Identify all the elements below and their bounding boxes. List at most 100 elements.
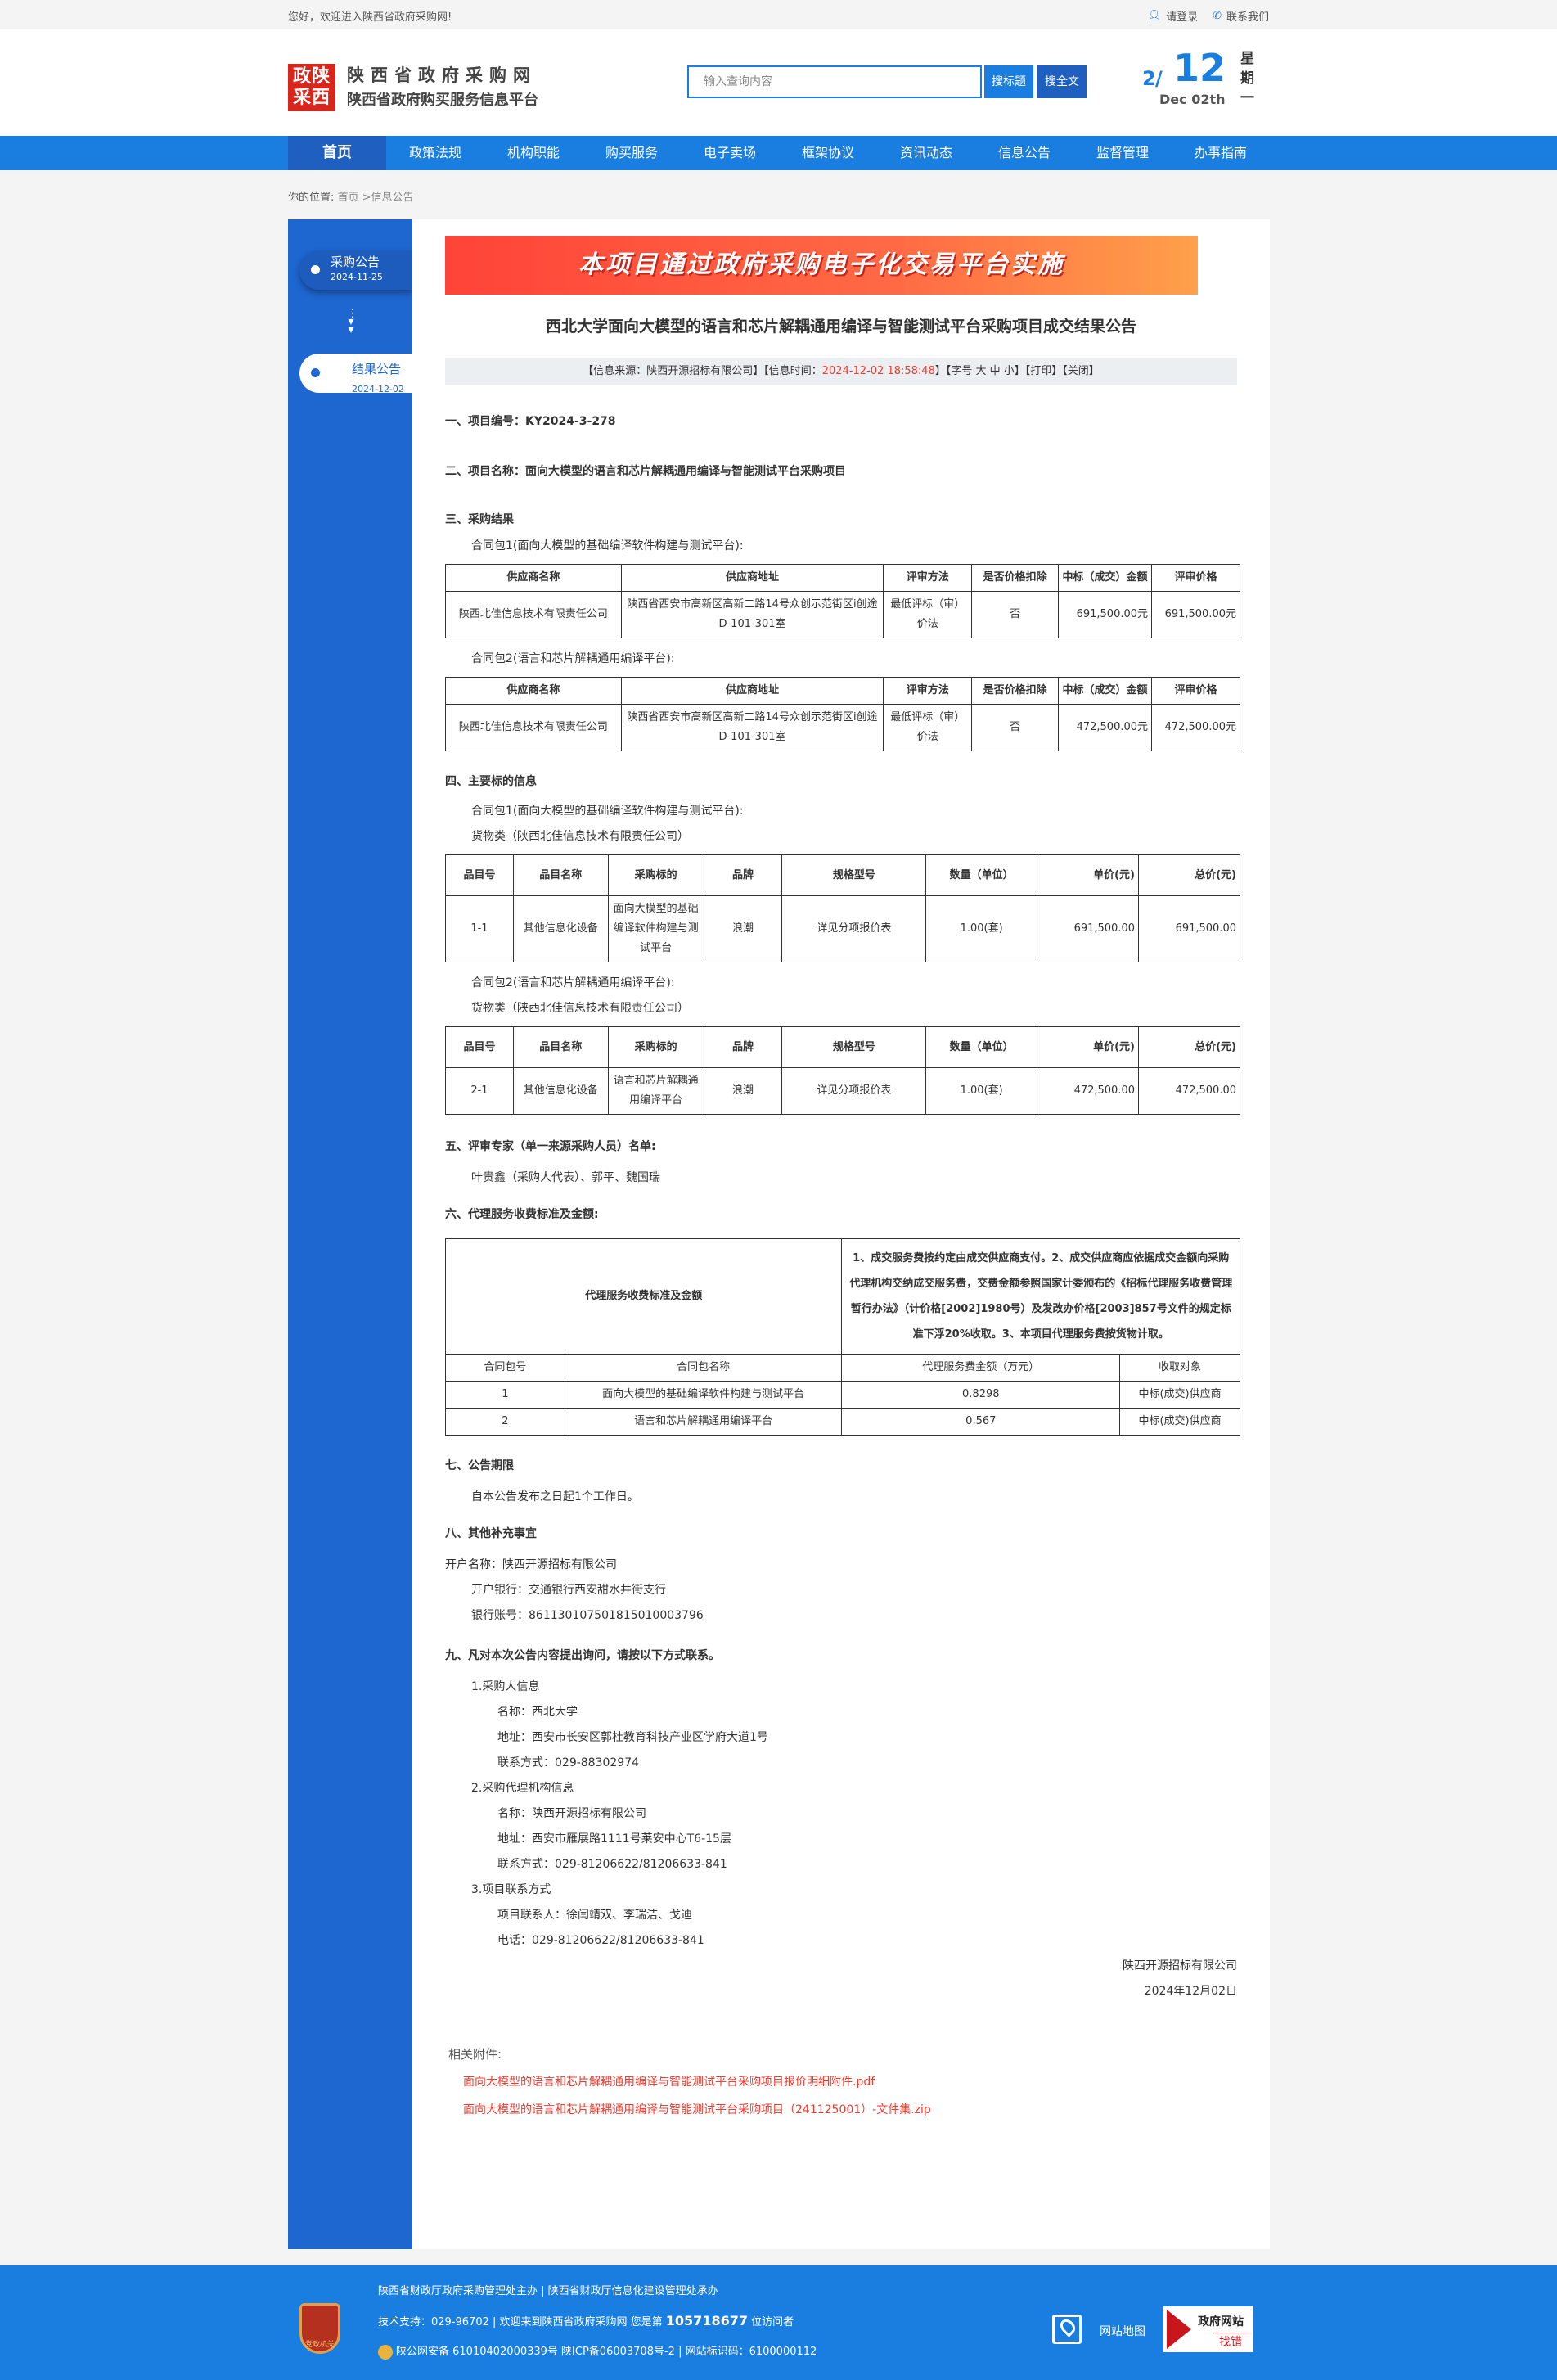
- record-text[interactable]: 陕公网安备 61010402000339号 陕ICP备06003708号-2 |…: [396, 2346, 817, 2358]
- info-tools[interactable]: 】【字号 大 中 小】【打印】【关闭】: [934, 365, 1100, 377]
- th: 品目名称: [512, 1026, 609, 1068]
- top-bar: 您好，欢迎进入陕西省政府采购网! 👤︎ 请登录 ✆ 联系我们: [0, 0, 1557, 29]
- footer-host: 陕西省财政厅政府采购管理处主办 | 陕西省财政厅信息化建设管理处承办: [378, 2285, 718, 2297]
- th: 评审方法: [883, 677, 973, 705]
- section-9-heading: 九、凡对本次公告内容提出询问，请按以下方式联系。: [445, 1649, 720, 1662]
- breadcrumb-label: 你的位置:: [288, 192, 335, 204]
- table-row: 陕西北佳信息技术有限责任公司 陕西省西安市高新区高新二路14号众创示范街区i创途D…: [445, 704, 1240, 751]
- goods-label: 货物类（陕西北佳信息技术有限责任公司）: [471, 830, 689, 843]
- nav-notices[interactable]: 信息公告: [997, 145, 1051, 160]
- section-5-heading: 五、评审专家（单一来源采购人员）名单:: [445, 1140, 656, 1153]
- search-input[interactable]: 输入查询内容: [687, 65, 982, 98]
- th: 单价(元): [1037, 1026, 1139, 1068]
- site-name: 陕西省政府采购网: [347, 65, 537, 85]
- cell: 0.567: [841, 1408, 1121, 1436]
- site-logo[interactable]: 政陕 采西: [288, 64, 335, 111]
- pkg2-label: 合同包2(语言和芯片解耦通用编译平台):: [471, 652, 675, 665]
- cell: 详见分项报价表: [781, 1067, 927, 1115]
- project-contact-person: 项目联系人：徐闫靖双、李瑞洁、戈迪: [497, 1909, 692, 1922]
- expert-names: 叶贵鑫（采购人代表）、郭平、魏国瑞: [471, 1171, 660, 1184]
- nav-news[interactable]: 资讯动态: [899, 145, 952, 160]
- logo-line: 政陕: [292, 66, 331, 87]
- sidebar-date: 2024-12-02: [352, 384, 404, 394]
- breadcrumb: 你的位置: 首页 >信息公告: [288, 188, 414, 204]
- header: 政陕 采西 陕西省政府采购网 陕西省政府购买服务信息平台 输入查询内容 搜标题 搜…: [0, 29, 1557, 136]
- sitemap-link[interactable]: 网站地图: [1100, 2325, 1145, 2338]
- table-row: 1 面向大模型的基础编译软件构建与测试平台 0.8298 中标(成交)供应商: [445, 1381, 1240, 1409]
- cell: 691,500.00元: [1058, 591, 1153, 638]
- th: 规格型号: [781, 1026, 927, 1068]
- fee-label: 代理服务收费标准及金额: [444, 1238, 843, 1355]
- table-header: 供应商名称 供应商地址 评审方法 是否价格扣除 中标（成交）金额 评审价格: [445, 677, 1240, 705]
- cell: 最低评标（审）价法: [883, 704, 973, 751]
- nav-org[interactable]: 机构职能: [506, 145, 560, 160]
- nav-supervision[interactable]: 监督管理: [1096, 145, 1149, 160]
- nav-guide[interactable]: 办事指南: [1194, 145, 1247, 160]
- cell: 浪潮: [703, 895, 783, 962]
- th: 采购标的: [607, 1026, 704, 1068]
- banner: 本项目通过政府采购电子化交易平台实施: [445, 236, 1198, 295]
- breadcrumb-path[interactable]: 首页 >信息公告: [337, 192, 414, 204]
- contact-link[interactable]: ✆ 联系我们: [1213, 8, 1269, 24]
- info-bar: 【信息来源：陕西开源招标有限公司】【信息时间：2024-12-02 18:58:…: [445, 358, 1237, 385]
- buyer-address: 地址：西安市长安区郭杜教育科技产业区学府大道1号: [497, 1731, 768, 1744]
- logo-line: 采西: [292, 88, 331, 108]
- support-text: 技术支持：029-96702 | 欢迎来到陕西省政府采购网 您是第: [378, 2316, 663, 2328]
- th: 品牌: [703, 854, 783, 896]
- arrow-down-icon: ⋮ ▾ ▾: [347, 307, 358, 336]
- th: 是否价格扣除: [971, 677, 1060, 705]
- attachment-link[interactable]: 面向大模型的语言和芯片解耦通用编译与智能测试平台采购项目（241125001）-…: [463, 2103, 931, 2116]
- nav-policy[interactable]: 政策法规: [408, 145, 461, 160]
- section-6-heading: 六、代理服务收费标准及金额:: [445, 1208, 599, 1221]
- agency-address: 地址：西安市雁展路1111号莱安中心T6-15层: [497, 1832, 731, 1846]
- map-icon[interactable]: [1052, 2315, 1082, 2344]
- cell: 1-1: [445, 895, 514, 962]
- search-fulltext-button[interactable]: 搜全文: [1037, 65, 1087, 98]
- article-body: 一、项目编号：KY2024-3-278 二、项目名称：面向大模型的语言和芯片解耦…: [444, 412, 1240, 2124]
- cell: 陕西北佳信息技术有限责任公司: [445, 704, 622, 751]
- items-table-2: 品目号 品目名称 采购标的 品牌 规格型号 数量（单位） 单价(元) 总价(元) 2-1 其他信…: [445, 1026, 1240, 1115]
- contact-label: 联系我们: [1226, 11, 1269, 24]
- attachment-link[interactable]: 面向大模型的语言和芯片解耦通用编译与智能测试平台采购项目报价明细附件.pdf: [463, 2076, 875, 2089]
- sidebar-label: 采购公告: [331, 255, 380, 269]
- nav-framework[interactable]: 框架协议: [801, 145, 854, 160]
- footer-support: 技术支持：029-96702 | 欢迎来到陕西省政府采购网 您是第 105718…: [378, 2313, 794, 2328]
- police-badge-icon: [378, 2344, 393, 2360]
- cell: 2-1: [445, 1067, 514, 1115]
- th: 收取对象: [1119, 1354, 1240, 1382]
- cell: 1: [445, 1381, 565, 1409]
- sidebar-item-result-notice[interactable]: 结果公告 2024-12-02: [299, 354, 412, 394]
- cell: 浪潮: [703, 1067, 783, 1115]
- login-link[interactable]: 👤︎ 请登录: [1148, 8, 1199, 24]
- th: 总价(元): [1138, 1026, 1240, 1068]
- table-header: 合同包号 合同包名称 代理服务费金额（万元） 收取对象: [445, 1354, 1240, 1382]
- sidebar-item-procurement-notice[interactable]: 采购公告 2024-11-25: [299, 250, 412, 290]
- cell: 1.00(套): [925, 1067, 1038, 1115]
- dot-icon: [311, 265, 320, 274]
- cell: 472,500.00: [1138, 1067, 1240, 1115]
- cell: 其他信息化设备: [512, 895, 609, 962]
- th: 数量（单位）: [925, 1026, 1038, 1068]
- cell: 中标(成交)供应商: [1119, 1408, 1240, 1436]
- info-source: 【信息来源：陕西开源招标有限公司】【信息时间：: [583, 365, 822, 377]
- th: 总价(元): [1138, 854, 1240, 896]
- th: 是否价格扣除: [971, 564, 1060, 592]
- table-header: 品目号 品目名称 采购标的 品牌 规格型号 数量（单位） 单价(元) 总价(元): [445, 854, 1240, 896]
- th: 数量（单位）: [925, 854, 1038, 896]
- section-2: 二、项目名称：面向大模型的语言和芯片解耦通用编译与智能测试平台采购项目: [445, 465, 846, 478]
- page-title: 西北大学面向大模型的语言和芯片解耦通用编译与智能测试平台采购项目成交结果公告: [545, 318, 1136, 336]
- party-gov-emblem[interactable]: 党政机关: [299, 2303, 340, 2354]
- gov-site-error-report-button[interactable]: 政府网站 找错: [1163, 2306, 1254, 2353]
- nav-purchase-service[interactable]: 购买服务: [605, 145, 658, 160]
- nav-emall[interactable]: 电子卖场: [703, 145, 756, 160]
- th: 代理服务费金额（万元）: [841, 1354, 1121, 1382]
- table-header: 供应商名称 供应商地址 评审方法 是否价格扣除 中标（成交）金额 评审价格: [445, 564, 1240, 592]
- section-4-heading: 四、主要标的信息: [445, 775, 537, 788]
- table-row: 1-1 其他信息化设备 面向大模型的基础编译软件构建与测试平台 浪潮 详见分项报价表 1.…: [445, 895, 1240, 962]
- cell: 1.00(套): [925, 895, 1038, 962]
- nav-home[interactable]: 首页: [288, 136, 386, 170]
- search-title-button[interactable]: 搜标题: [984, 65, 1033, 98]
- th: 评审价格: [1151, 564, 1240, 592]
- welcome-text: 您好，欢迎进入陕西省政府采购网!: [288, 11, 452, 24]
- result-table-2: 供应商名称 供应商地址 评审方法 是否价格扣除 中标（成交）金额 评审价格 陕西北佳信息技…: [445, 677, 1240, 751]
